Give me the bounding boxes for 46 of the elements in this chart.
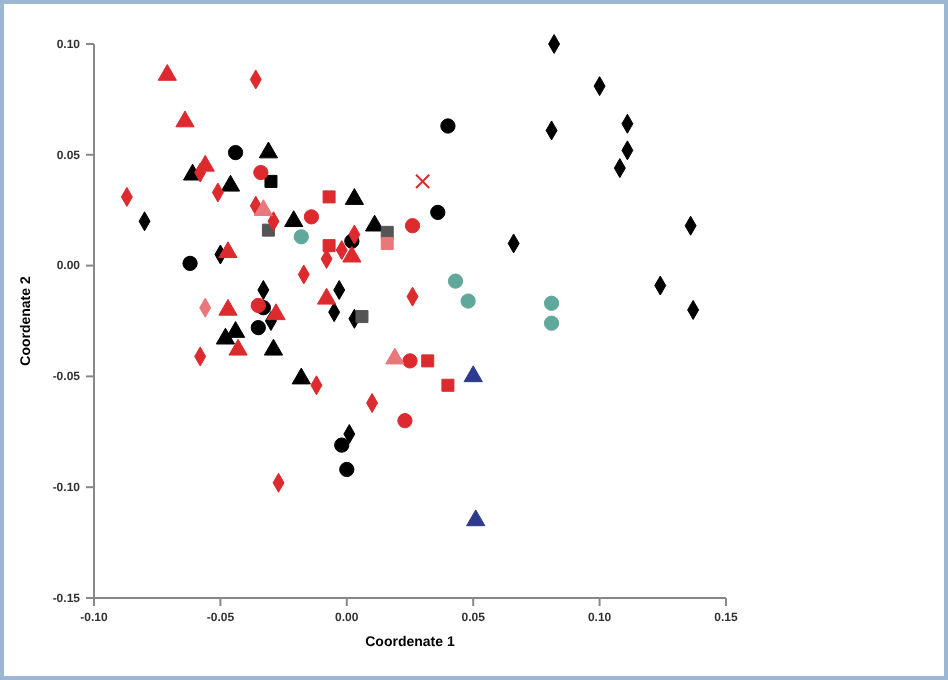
point	[253, 199, 273, 216]
point	[228, 338, 248, 356]
point	[284, 210, 304, 228]
point	[263, 338, 284, 356]
point	[342, 245, 362, 263]
point	[175, 110, 195, 128]
point	[447, 273, 464, 289]
point	[250, 320, 266, 336]
point	[218, 241, 238, 259]
point	[344, 188, 364, 205]
point	[380, 236, 394, 250]
point	[404, 218, 421, 234]
point	[415, 173, 431, 189]
point	[355, 310, 369, 324]
point	[334, 437, 350, 453]
point	[322, 239, 336, 253]
point	[218, 298, 238, 316]
point	[293, 229, 309, 245]
point	[460, 293, 476, 309]
point	[220, 174, 241, 192]
point	[253, 164, 269, 181]
point	[264, 174, 278, 188]
point	[322, 190, 336, 204]
point	[303, 209, 320, 225]
point	[339, 461, 355, 478]
point	[157, 64, 177, 81]
point	[441, 378, 455, 392]
point	[463, 365, 483, 383]
point	[440, 118, 456, 134]
point	[258, 141, 279, 159]
point	[316, 287, 337, 305]
point	[364, 214, 385, 232]
point	[543, 295, 560, 311]
point	[430, 204, 446, 221]
point	[225, 321, 246, 338]
point	[385, 347, 405, 365]
point	[291, 367, 311, 385]
point	[397, 413, 413, 429]
point	[227, 144, 244, 161]
point	[266, 303, 286, 321]
point	[543, 315, 560, 331]
point	[182, 255, 198, 272]
point	[466, 509, 486, 527]
point	[402, 353, 418, 369]
point	[250, 297, 266, 314]
point	[421, 354, 435, 368]
